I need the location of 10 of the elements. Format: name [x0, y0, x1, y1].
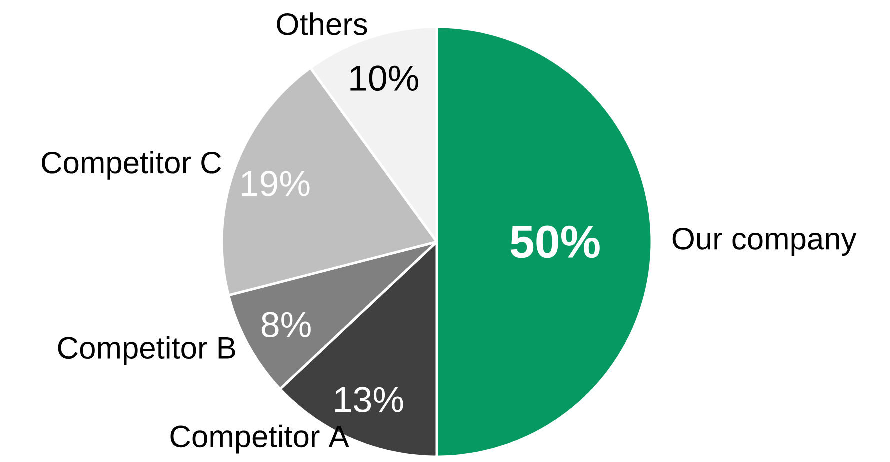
data-label: 13% [336, 387, 404, 413]
slice-label: Competitor A [170, 424, 350, 454]
data-label: 8% [262, 312, 311, 338]
data-label: 10% [350, 66, 418, 92]
slice-label: Competitor B [58, 336, 236, 366]
data-label: 50% [510, 226, 600, 258]
data-label: 19% [242, 171, 310, 196]
slice-label: Our company [672, 228, 857, 256]
slice-label: Others [277, 12, 368, 36]
slice-label: Competitor C [42, 151, 222, 180]
